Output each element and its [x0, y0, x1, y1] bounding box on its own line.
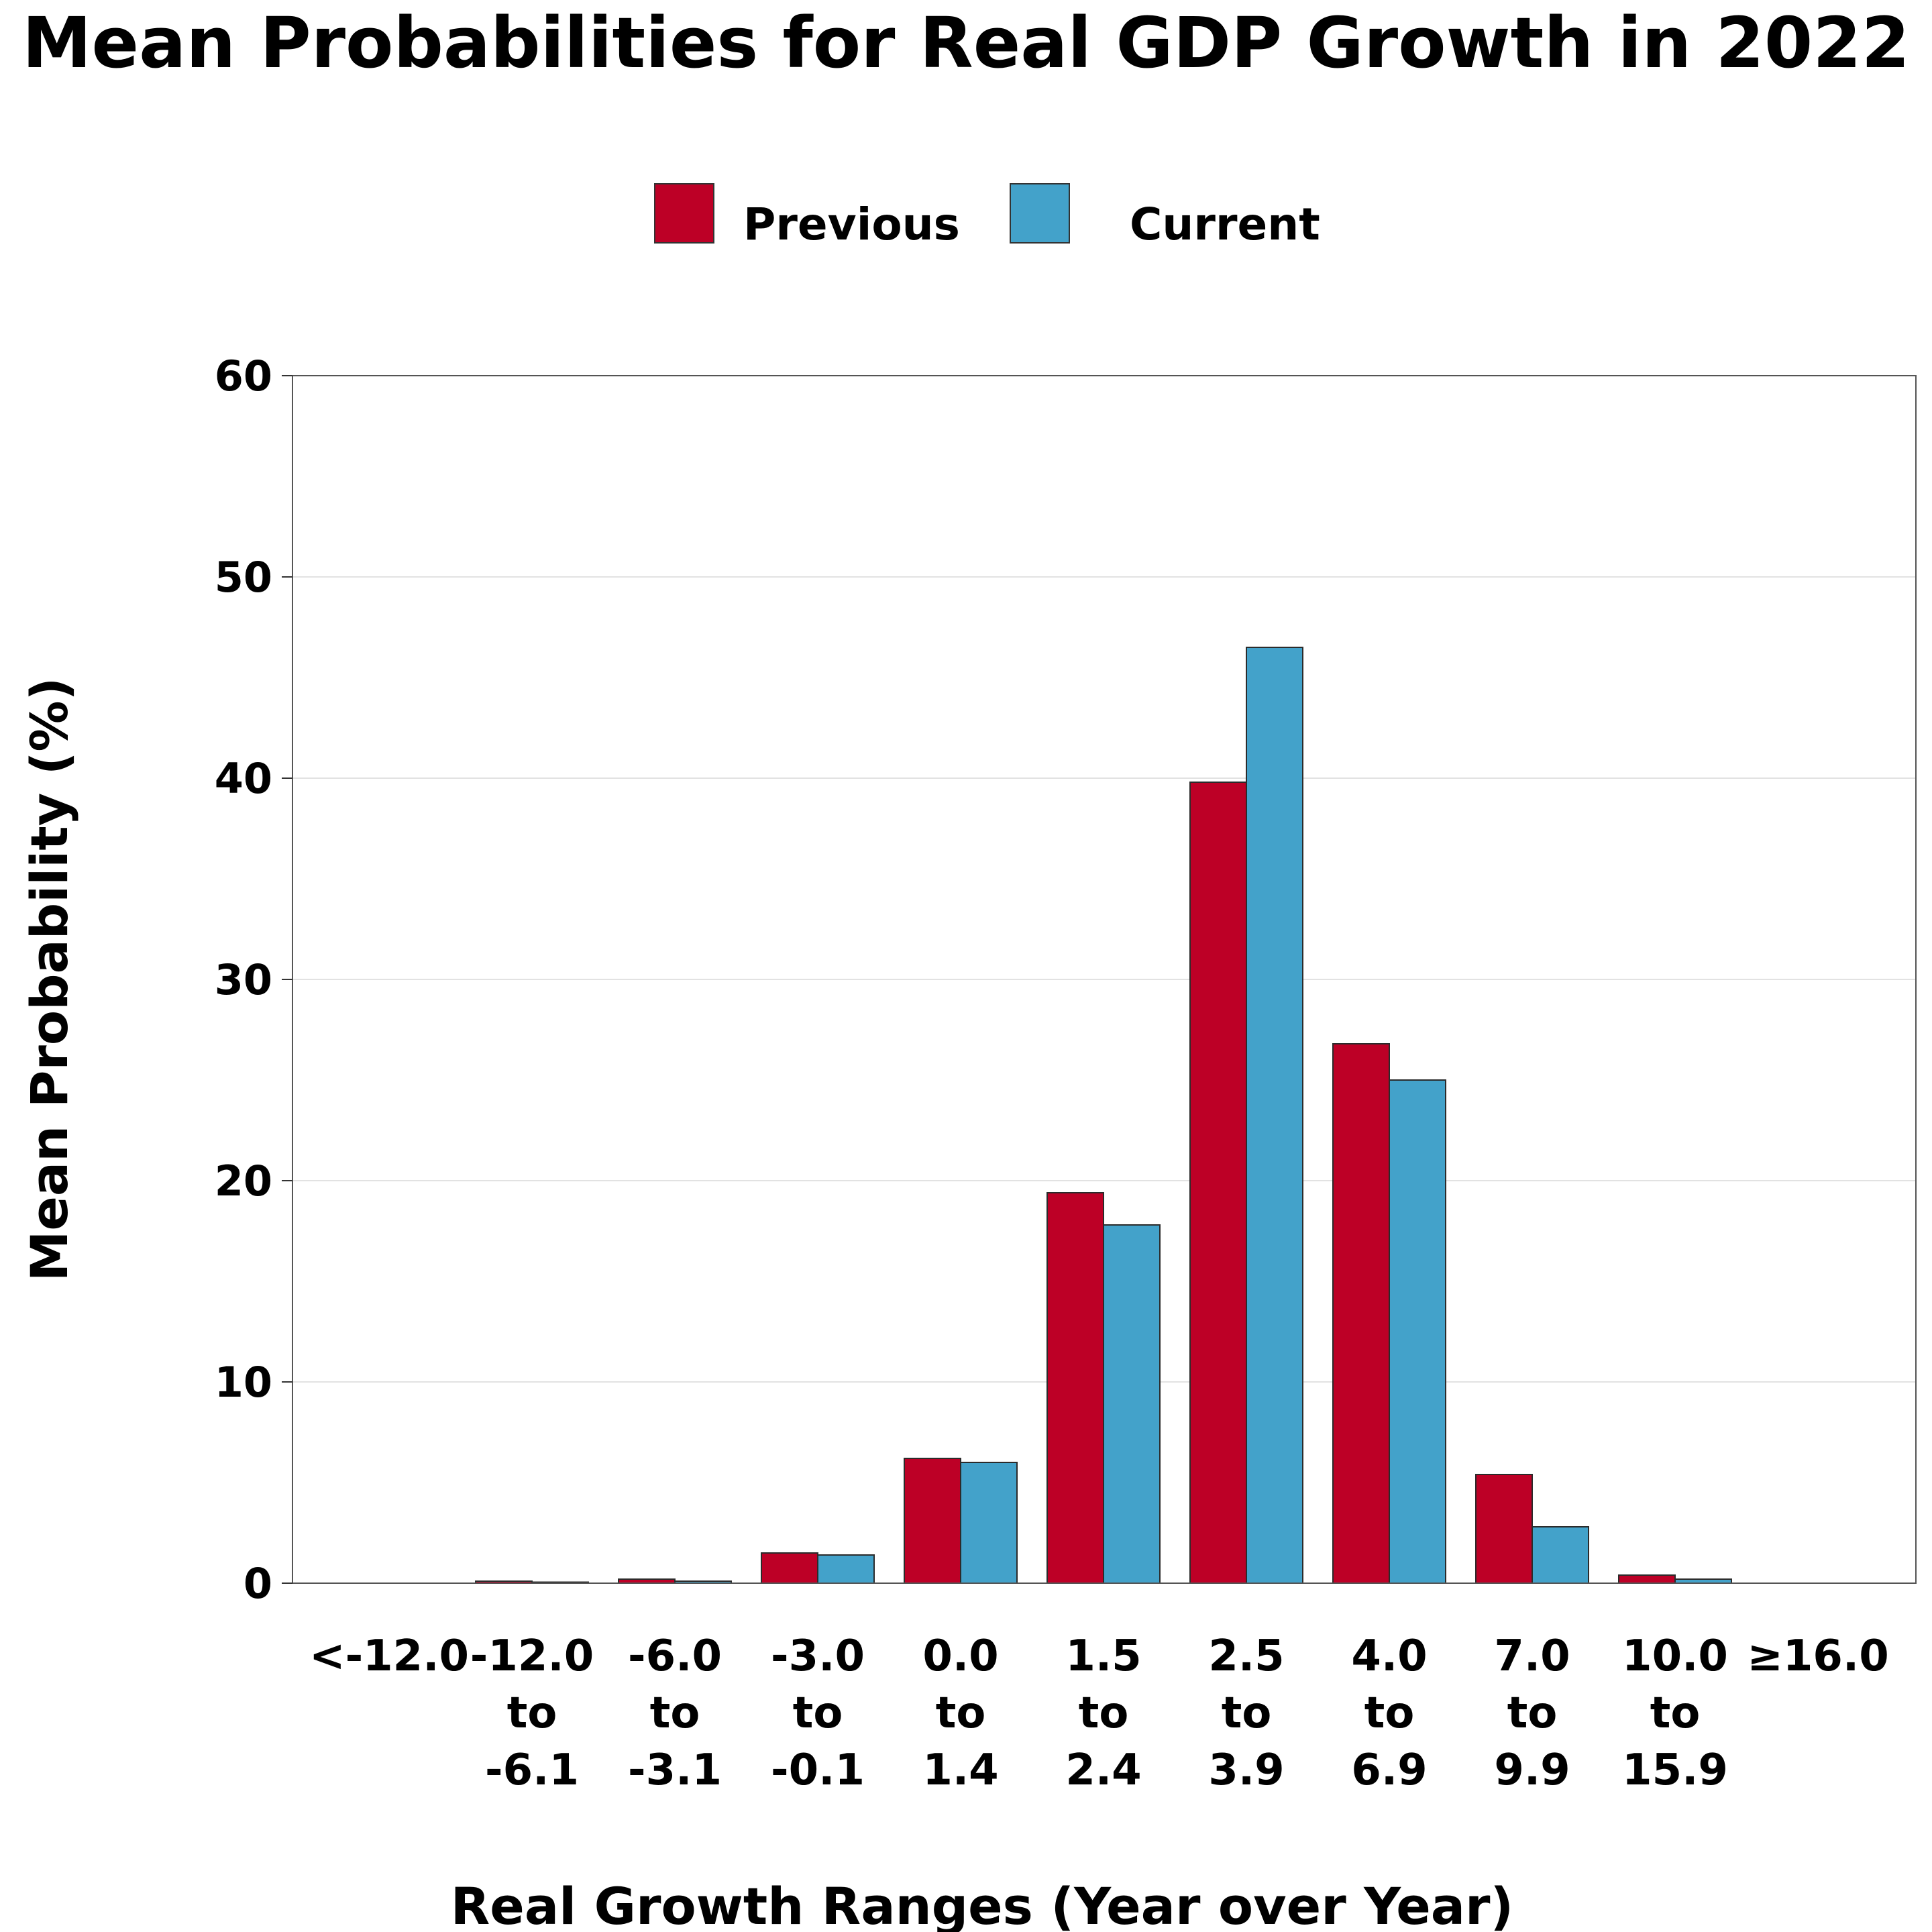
legend: Previous Current	[654, 183, 1320, 250]
y-tick-label: 20	[215, 1157, 272, 1205]
x-tick-label: 1.5 to 2.4	[1065, 1631, 1141, 1795]
bar-current-3	[817, 1554, 875, 1584]
x-tick-label: -12.0 to -6.1	[470, 1631, 594, 1795]
bar-previous-8	[1475, 1474, 1533, 1584]
y-tick-label: 10	[215, 1358, 272, 1407]
x-tick-label: -3.0 to -0.1	[771, 1631, 865, 1795]
y-tick-label: 30	[215, 955, 272, 1004]
x-axis-label: Real Growth Ranges (Year over Year)	[451, 1876, 1514, 1932]
x-tick-label: -6.0 to -3.1	[628, 1631, 722, 1795]
x-tick-label: ≥16.0	[1747, 1631, 1889, 1681]
x-tick-label: <-12.0	[309, 1631, 469, 1681]
y-tick-label: 60	[215, 352, 272, 400]
x-axis-ticks: <-12.0 -12.0 to -6.1 -6.0 to -3.1 -3.0 to -0.1 0.0…	[309, 1631, 1889, 1795]
bar-previous-9	[1618, 1574, 1676, 1584]
bar-current-4	[960, 1462, 1018, 1584]
y-tick-label: 0	[244, 1559, 272, 1608]
bar-previous-3	[761, 1552, 818, 1584]
y-tick-label: 40	[215, 754, 272, 803]
bar-previous-5	[1046, 1192, 1104, 1584]
bar-previous-4	[904, 1458, 961, 1584]
chart-title: Mean Probabilities for Real GDP Growth i…	[22, 2, 1910, 84]
y-tick-label: 50	[215, 553, 272, 602]
bar-current-6	[1246, 647, 1303, 1584]
legend-label-current: Current	[1130, 199, 1320, 250]
y-axis-ticks: 0 10 20 30 40 50 60	[215, 352, 292, 1608]
bar-current-8	[1532, 1526, 1589, 1584]
legend-label-previous: Previous	[743, 199, 960, 250]
bar-current-5	[1103, 1224, 1161, 1584]
bars	[475, 647, 1732, 1584]
legend-swatch-previous	[654, 183, 714, 244]
x-tick-label: 2.5 to 3.9	[1208, 1631, 1284, 1795]
x-tick-label: 7.0 to 9.9	[1494, 1631, 1570, 1795]
bar-previous-6	[1189, 782, 1247, 1584]
bar-current-7	[1389, 1079, 1446, 1584]
gridlines	[292, 576, 1916, 1383]
x-tick-label: 4.0 to 6.9	[1351, 1631, 1427, 1795]
y-axis-label: Mean Probability (%)	[19, 678, 79, 1282]
x-tick-label: 0.0 to 1.4	[922, 1631, 998, 1795]
bar-previous-7	[1332, 1043, 1390, 1584]
legend-swatch-current	[1010, 183, 1070, 244]
plot-area: 0 10 20 30 40 50 60 <-12.0 -12.0 to -6.1 -6.0 to -3.…	[215, 352, 1917, 1795]
x-tick-label: 10.0 to 15.9	[1622, 1631, 1728, 1795]
